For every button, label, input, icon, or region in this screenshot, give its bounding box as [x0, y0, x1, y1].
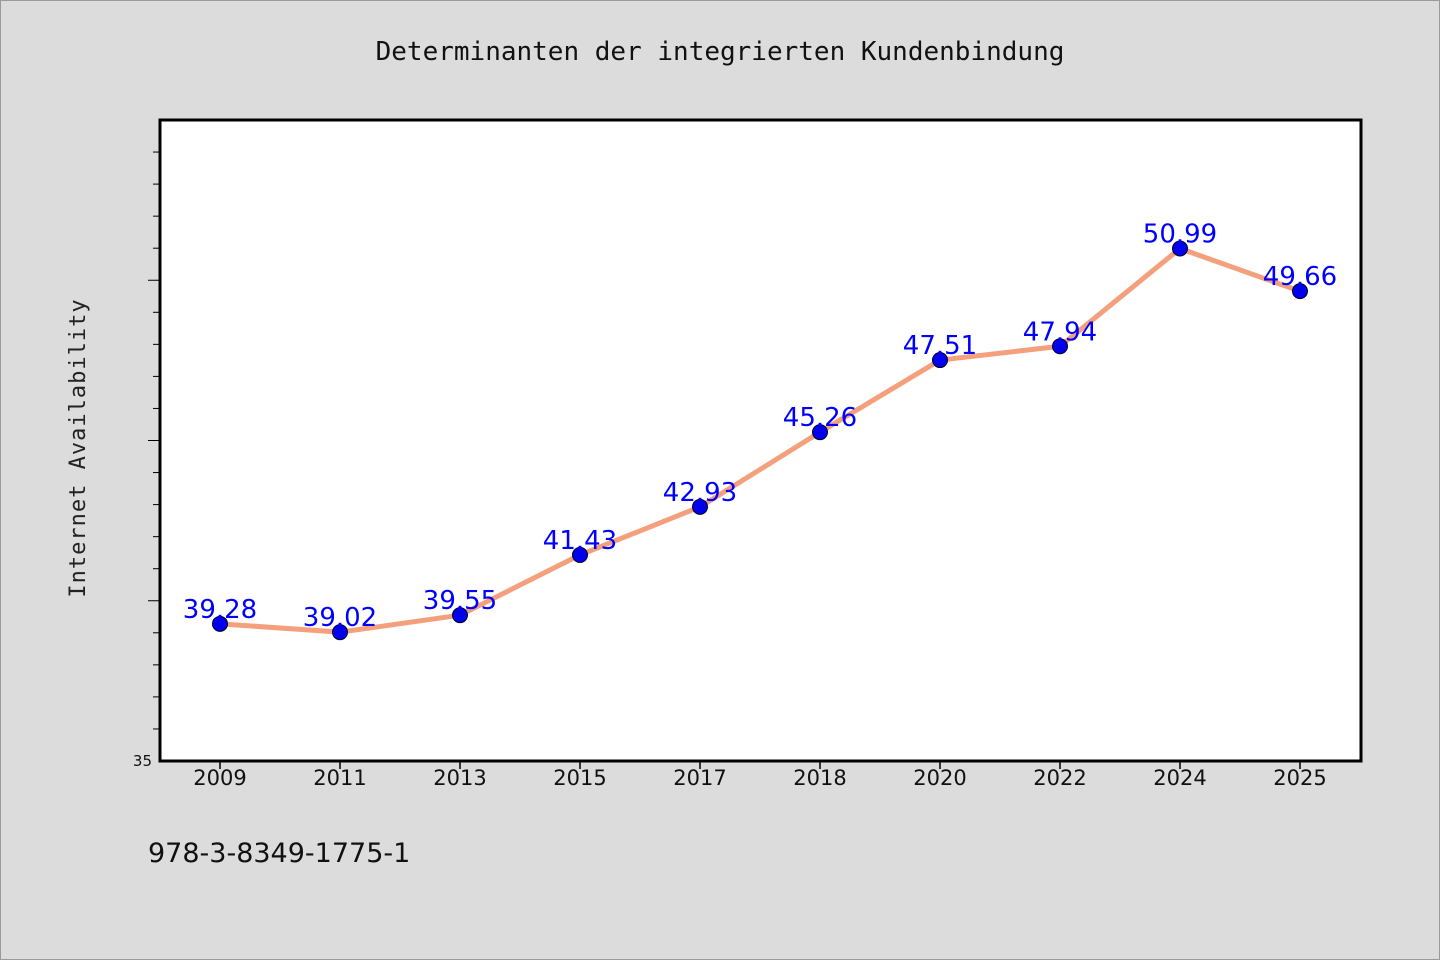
series-line	[217, 246, 1303, 635]
data-label: 39.02	[303, 603, 377, 633]
chart-title: Determinanten der integrierten Kundenbin…	[376, 37, 1065, 67]
x-tick-label: 2015	[553, 766, 606, 790]
data-point	[1052, 338, 1068, 355]
data-label: 39.55	[423, 586, 497, 616]
data-label: 39.28	[183, 595, 257, 625]
data-label: 47.51	[903, 331, 977, 361]
data-point	[332, 624, 348, 641]
x-tick-label: 2011	[313, 766, 366, 790]
data-label: 41.43	[543, 526, 617, 556]
x-tick-label: 2017	[673, 766, 726, 790]
x-tick-label: 2013	[433, 766, 486, 790]
data-point	[212, 615, 228, 632]
data-point	[932, 352, 948, 369]
data-point	[1172, 240, 1188, 257]
data-label: 42.93	[663, 478, 737, 508]
series-line-group	[217, 246, 1303, 635]
y-tick-label: 35	[133, 752, 152, 770]
y-axis-ticks: 35	[133, 151, 160, 770]
data-point	[452, 607, 468, 624]
x-tick-label: 2009	[193, 766, 246, 790]
data-label: 50.99	[1143, 220, 1217, 250]
data-label: 45.26	[783, 403, 857, 433]
x-axis-ticks: 2009 2011 2013 2015 2017 2018 2020 2022 2024 2025	[193, 761, 1327, 790]
x-tick-label: 2025	[1273, 766, 1326, 790]
isbn-footer: 978-3-8349-1775-1	[148, 838, 410, 869]
data-point	[572, 546, 588, 563]
y-axis-label: Internet Availability	[66, 298, 91, 597]
data-point	[812, 424, 828, 441]
data-point	[1292, 283, 1308, 300]
x-tick-label: 2020	[913, 766, 966, 790]
data-labels: 39.28 39.02 39.55 41.43 42.93 45.26 47.51 47.94…	[183, 220, 1337, 634]
data-label: 49.66	[1263, 262, 1337, 292]
data-markers	[212, 240, 1308, 641]
x-tick-label: 2018	[793, 766, 846, 790]
x-tick-label: 2024	[1153, 766, 1206, 790]
data-point	[692, 498, 708, 515]
data-label: 47.94	[1023, 317, 1097, 347]
plot-area	[158, 118, 1363, 763]
x-tick-label: 2022	[1033, 766, 1086, 790]
